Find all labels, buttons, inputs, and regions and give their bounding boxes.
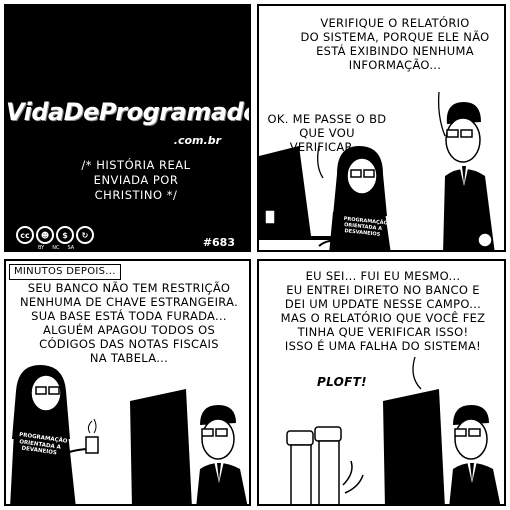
- cc-icon: cc: [16, 226, 34, 244]
- boss-character: [449, 405, 501, 504]
- story-line: enviada por: [93, 173, 179, 187]
- monitor: [130, 389, 192, 504]
- comic-panel-4: Eu sei... Fui eu mesmo... Eu entrei dire…: [257, 259, 506, 506]
- desk: [259, 236, 379, 240]
- story-line: /* História real: [81, 158, 191, 172]
- site-domain: .com.br: [173, 134, 221, 147]
- monitor: [383, 389, 445, 504]
- by-icon: ☻: [36, 226, 54, 244]
- speech-line: informação...: [348, 58, 442, 72]
- license-label: NC: [52, 245, 60, 251]
- speech-line: Verifique o relatório: [320, 16, 470, 30]
- speech-line: Eu sei... Fui eu mesmo...: [305, 269, 461, 283]
- sound-effect: PLOFT!: [317, 375, 367, 389]
- scene-art: [259, 91, 495, 250]
- site-logo: VidaDeProgramador: [6, 98, 251, 126]
- speech-line: Ok. Me passe o BD: [267, 112, 387, 126]
- speech-tail: [412, 356, 422, 390]
- speech-line: dei um update nesse campo...: [284, 297, 482, 311]
- speech-tail: [317, 145, 324, 179]
- sa-icon: ↻: [76, 226, 94, 244]
- programmer-speech-bubble: Ok. Me passe o BD que vou verificar...: [267, 112, 387, 154]
- speech-line: na tabela...: [89, 351, 169, 365]
- speech-tail: [437, 91, 446, 137]
- boss-character: [443, 102, 495, 250]
- creative-commons-badge[interactable]: cc ☻ $ ↻ BY NC SA: [16, 226, 96, 250]
- programmer-character: [318, 146, 391, 250]
- speech-line: Eu entrei direto no banco e: [286, 283, 480, 297]
- scene-art: [10, 365, 248, 504]
- time-caption: Minutos depois...: [9, 264, 121, 280]
- license-label: SA: [67, 245, 75, 251]
- coffee-mug: [85, 436, 99, 454]
- boss-speech-bubble: Verifique o relatório do sistema, porque…: [295, 16, 495, 72]
- programmer-speech-bubble: Seu banco não tem restrição nenhuma de c…: [12, 281, 246, 365]
- speech-line: Mas o relatório que você fez: [280, 311, 486, 325]
- boss-character: [196, 405, 248, 504]
- license-label: BY: [38, 245, 45, 251]
- speech-line: Isso é uma falha do sistema!: [284, 339, 482, 353]
- comic-panel-2: Verifique o relatório do sistema, porque…: [257, 4, 506, 252]
- story-line: Christino */: [94, 188, 178, 202]
- story-credit: /* História real enviada por Christino *…: [36, 158, 236, 203]
- speech-line: Sua base está toda furada...: [31, 309, 227, 323]
- speech-line: Alguém apagou todos os: [42, 323, 216, 337]
- speech-line: do sistema, porque ele não: [300, 30, 490, 44]
- coffee-mug: [264, 209, 276, 225]
- speech-line: tinha que verificar isso!: [297, 325, 469, 339]
- nc-icon: $: [56, 226, 74, 244]
- speech-line: nenhuma de chave estrangeira.: [19, 295, 239, 309]
- speech-line: Seu banco não tem restrição: [27, 281, 231, 295]
- speech-line: que vou verificar...: [289, 126, 365, 154]
- programmer-character: [10, 365, 99, 504]
- boss-speech-bubble: Eu sei... Fui eu mesmo... Eu entrei dire…: [265, 269, 501, 353]
- episode-number: #683: [202, 236, 235, 249]
- speech-line: está exibindo nenhuma: [316, 44, 474, 58]
- comic-panel-3: Minutos depois... Seu banco não tem rest…: [4, 259, 251, 506]
- speech-line: códigos das notas fiscais: [39, 337, 219, 351]
- fallen-programmer: [286, 426, 364, 504]
- scene-art: [286, 356, 501, 504]
- title-panel: VidaDeProgramador .com.br /* História re…: [4, 4, 251, 252]
